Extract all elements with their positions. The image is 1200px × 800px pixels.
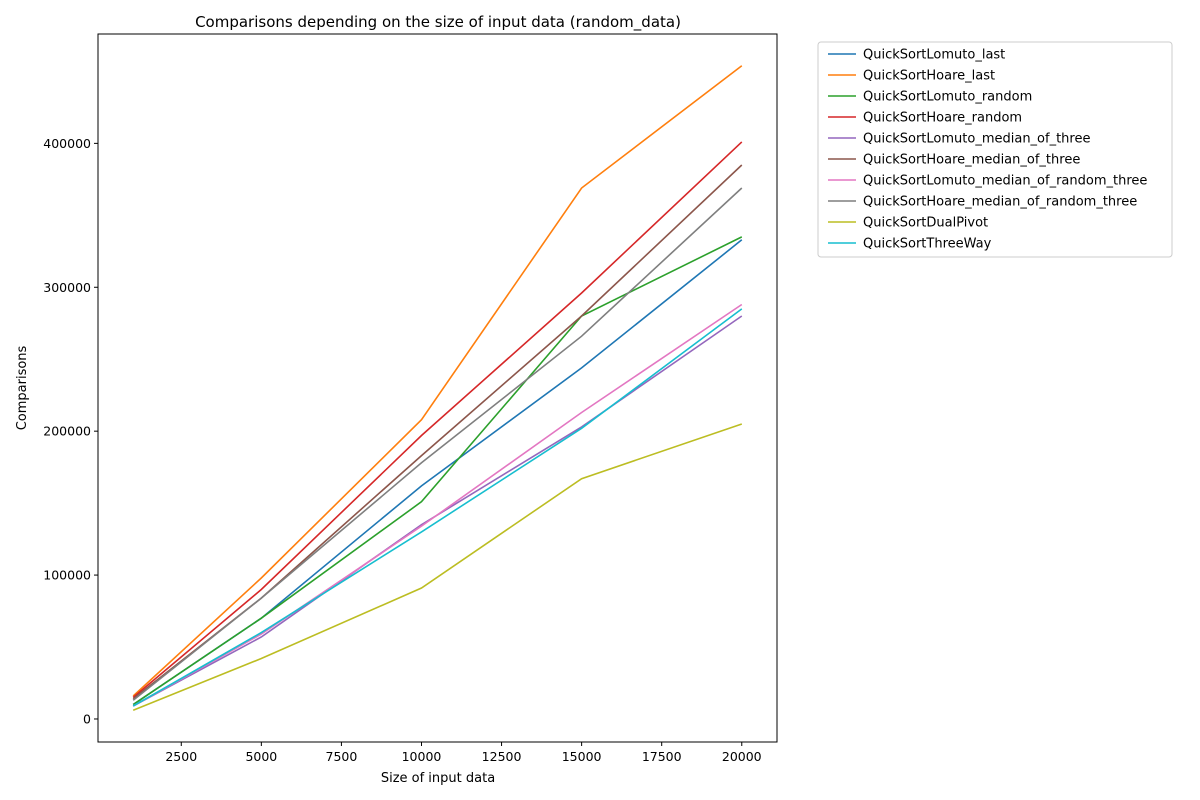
y-tick-label-3: 300000 bbox=[43, 280, 91, 295]
x-tick-label-2: 7500 bbox=[326, 749, 358, 764]
series-line-9 bbox=[132, 308, 743, 707]
x-axis: 2500 5000 7500 10000 12500 15000 17500 20000 bbox=[165, 742, 762, 764]
y-tick-label-2: 200000 bbox=[43, 424, 91, 439]
legend-frame bbox=[817, 41, 1173, 258]
legend-entry-2: QuickSortLomuto_random bbox=[863, 90, 1032, 105]
legend-entry-1: QuickSortHoare_last bbox=[863, 69, 995, 84]
legend-entry-6: QuickSortLomuto_median_of_random_three bbox=[863, 174, 1147, 189]
legend-entry-7: QuickSortHoare_median_of_random_three bbox=[863, 195, 1137, 210]
x-tick-label-0: 2500 bbox=[165, 749, 197, 764]
series-line-1 bbox=[132, 65, 743, 697]
series-line-7 bbox=[132, 187, 743, 701]
series-line-3 bbox=[132, 141, 743, 699]
x-tick-label-1: 5000 bbox=[245, 749, 277, 764]
legend-entry-4: QuickSortLomuto_median_of_three bbox=[863, 132, 1090, 147]
legend-entry-3: QuickSortHoare_random bbox=[863, 111, 1022, 126]
series-line-0 bbox=[132, 239, 743, 706]
series-line-8 bbox=[132, 423, 743, 712]
x-tick-label-3: 10000 bbox=[402, 749, 442, 764]
x-axis-label: Size of input data bbox=[381, 771, 495, 786]
chart-title: Comparisons depending on the size of inp… bbox=[195, 13, 681, 32]
series-line-4 bbox=[132, 315, 743, 707]
legend-entry-0: QuickSortLomuto_last bbox=[863, 48, 1005, 63]
y-axis: 0 100000 200000 300000 400000 bbox=[43, 136, 98, 726]
x-tick-label-7: 20000 bbox=[722, 749, 762, 764]
series-line-6 bbox=[132, 303, 743, 707]
y-axis-label: Comparisons bbox=[15, 345, 30, 430]
legend: QuickSortLomuto_last QuickSortHoare_last Q… bbox=[817, 41, 1173, 258]
x-tick-label-4: 12500 bbox=[482, 749, 522, 764]
legend-entry-5: QuickSortHoare_median_of_three bbox=[863, 153, 1080, 168]
series-line-5 bbox=[132, 164, 743, 700]
plot-frame bbox=[97, 33, 778, 743]
y-tick-label-4: 400000 bbox=[43, 136, 91, 151]
plot-area bbox=[132, 65, 743, 712]
y-tick-label-0: 0 bbox=[83, 711, 91, 726]
y-tick-label-1: 100000 bbox=[43, 568, 91, 583]
series-line-2 bbox=[132, 236, 743, 706]
legend-entry-9: QuickSortThreeWay bbox=[863, 237, 992, 252]
x-tick-label-5: 15000 bbox=[562, 749, 602, 764]
legend-entry-8: QuickSortDualPivot bbox=[863, 216, 988, 231]
x-tick-label-6: 17500 bbox=[642, 749, 682, 764]
